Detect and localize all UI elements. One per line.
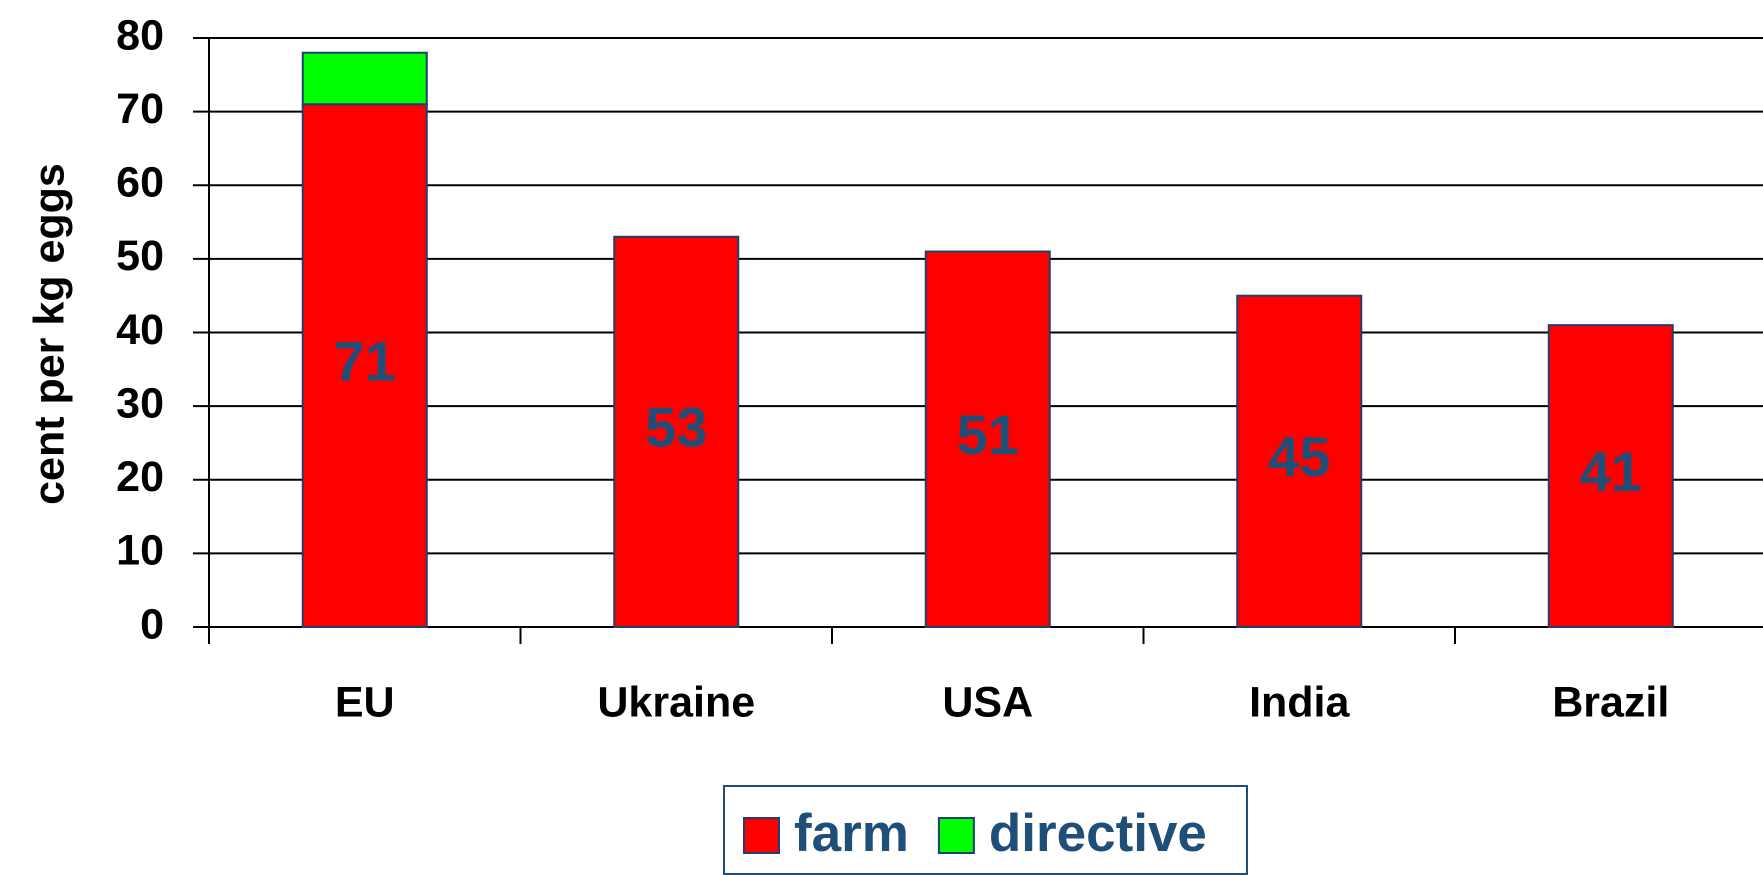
legend-label: farm bbox=[794, 804, 909, 863]
bar-segment bbox=[1547, 324, 1674, 628]
x-tick-label: EU bbox=[335, 678, 395, 726]
y-tick-label: 0 bbox=[140, 600, 164, 648]
legend-swatch bbox=[937, 817, 975, 854]
data-label: 51 bbox=[957, 403, 1019, 466]
y-tick-label: 30 bbox=[116, 379, 164, 427]
data-label: 53 bbox=[645, 396, 707, 459]
x-tick-label: Ukraine bbox=[597, 678, 755, 726]
bar-segment bbox=[924, 250, 1051, 628]
y-tick-label: 20 bbox=[116, 453, 164, 501]
bar-segment bbox=[1236, 294, 1363, 628]
legend-swatch bbox=[743, 817, 780, 854]
y-tick-label: 40 bbox=[116, 306, 164, 354]
y-tick-label: 60 bbox=[116, 159, 164, 207]
y-tick-label: 70 bbox=[116, 85, 164, 133]
y-tick-label: 80 bbox=[116, 11, 164, 59]
bar-segment bbox=[301, 103, 428, 628]
x-tick-label: Brazil bbox=[1552, 678, 1669, 726]
data-label: 41 bbox=[1580, 440, 1642, 503]
y-axis-title: cent per kg eggs bbox=[25, 163, 73, 505]
bar-segment bbox=[613, 235, 740, 628]
x-tick-label: India bbox=[1249, 678, 1350, 726]
data-label: 71 bbox=[334, 329, 396, 392]
x-tick-label: USA bbox=[942, 678, 1033, 726]
y-tick-label: 50 bbox=[116, 232, 164, 280]
legend-box bbox=[723, 785, 1248, 875]
data-label: 45 bbox=[1268, 425, 1330, 488]
legend-label: directive bbox=[989, 804, 1207, 863]
bar-segment bbox=[301, 51, 428, 106]
y-tick-label: 10 bbox=[116, 527, 164, 575]
